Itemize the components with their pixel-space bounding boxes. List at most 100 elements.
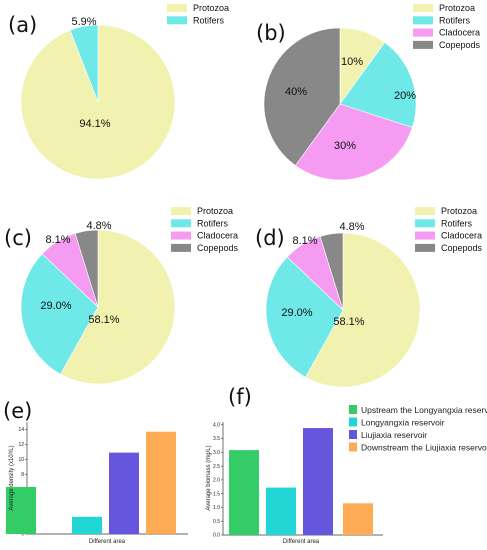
legend-label: Cladocera	[439, 28, 480, 38]
panel-label: (e)	[3, 399, 32, 423]
y-tick-label: 3.0	[213, 450, 220, 456]
pie-chart-2: (b) 10% 20% 30% 40% Protozoa Rotifers Cladocera…	[256, 3, 481, 181]
legend-label: Protozoa	[439, 3, 475, 13]
pie-slice-copepods	[74, 229, 99, 308]
legend-label: Protozoa	[441, 206, 477, 216]
slice-label: 30%	[334, 140, 356, 152]
pie-slice-protozoa	[20, 24, 176, 180]
legend-label: Rotifers	[197, 218, 229, 228]
legend-swatch	[415, 243, 435, 252]
legend-swatch	[171, 231, 191, 240]
y-tick-label: 0.0	[213, 533, 220, 539]
bar	[109, 452, 139, 534]
panel-label: (a)	[8, 13, 37, 37]
legend-swatch	[171, 219, 191, 228]
legend-swatch	[167, 4, 187, 12]
legend-swatch	[171, 207, 191, 215]
slice-label: 4.8%	[339, 221, 364, 233]
legend-label: Rotifers	[441, 218, 473, 228]
y-tick-label: 12	[18, 442, 24, 448]
slice-label: 20%	[394, 90, 416, 102]
legend-swatch	[413, 40, 433, 49]
pie-slice-copepods	[263, 27, 341, 166]
y-tick-label: 14	[18, 427, 24, 433]
slice-label: 5.9%	[71, 16, 96, 28]
y-tick-label: 2.0	[213, 478, 220, 484]
bar	[266, 487, 296, 535]
panel-label: (c)	[4, 226, 32, 250]
slice-label: 8.1%	[45, 234, 70, 246]
slice-label: 94.1%	[79, 118, 110, 130]
panel-label: (b)	[256, 21, 286, 45]
bar	[303, 428, 333, 535]
pie-slice-copepods	[319, 232, 344, 311]
legend-label: Protozoa	[197, 206, 233, 216]
y-tick-label: 1.0	[213, 505, 220, 511]
y-axis-title: Average density (x10³/L)	[9, 445, 15, 510]
pie-chart-1: (a) 94.1% 5.9% Protozoa Rotifers	[8, 3, 229, 180]
bar	[229, 450, 259, 535]
slice-label: 40%	[285, 86, 307, 98]
legend-label: Upstream the Longyangxia reservoir	[361, 405, 487, 415]
bar	[146, 431, 176, 534]
slice-label: 58.1%	[88, 314, 119, 326]
legend-swatch	[415, 219, 435, 228]
legend-swatch	[171, 243, 191, 252]
y-tick-label: 2.5	[213, 464, 220, 470]
slice-label: 8.1%	[292, 235, 317, 247]
slice-label: 29.0%	[281, 307, 312, 319]
pie-slice-rotifers	[69, 24, 99, 103]
pie-legend: Protozoa Rotifers Cladocera Copepods	[415, 206, 483, 253]
y-tick-label: 3.5	[213, 436, 220, 442]
bar-legend: Upstream the Longyangxia reservoir Longya…	[349, 405, 487, 453]
legend-swatch	[349, 442, 357, 452]
pie-legend: Protozoa Rotifers Cladocera Copepods	[413, 3, 481, 50]
legend-swatch	[349, 430, 357, 439]
y-tick-label: 1.5	[213, 491, 220, 497]
pie-slice-rotifers	[265, 256, 344, 378]
slice-label: 29.0%	[40, 300, 71, 312]
bar	[6, 486, 36, 534]
y-tick-label: 0.5	[213, 519, 220, 525]
legend-label: Protozoa	[193, 3, 229, 13]
legend-swatch	[167, 16, 187, 25]
legend-swatch	[415, 231, 435, 240]
y-tick-label: 0	[21, 532, 24, 538]
legend-swatch	[413, 4, 433, 12]
pie-legend: Protozoa Rotifers	[167, 3, 229, 25]
legend-swatch	[349, 405, 357, 414]
legend-label: Copepods	[197, 243, 239, 253]
legend-swatch	[415, 207, 435, 215]
legend-label: Copepods	[441, 243, 483, 253]
y-tick-label: 8	[21, 472, 24, 478]
legend-label: Cladocera	[197, 231, 238, 241]
bar-chart-2: (f) 0.0 0.5 1.0 1.5 2.0 2.5 3.0 3.5 4.0 Different …	[206, 385, 383, 545]
bar	[72, 516, 102, 534]
panel-label: (d)	[255, 226, 285, 250]
y-axis-title: Average biomass (mg/L)	[206, 445, 212, 510]
legend-label: Cladocera	[441, 231, 482, 241]
slice-label: 10%	[341, 56, 363, 68]
pie-slice-cladocera	[294, 103, 413, 181]
x-axis-title: Different area	[89, 539, 126, 545]
pie-chart-3: (c) 58.1% 29.0% 8.1% 4.8% Protozoa Rotifers Cla…	[4, 206, 239, 385]
pie-slice-protozoa	[60, 229, 176, 385]
legend-label: Downstream the Liujiaxia reservoir	[361, 443, 487, 453]
slice-label: 58.1%	[333, 316, 364, 328]
pie-legend: Protozoa Rotifers Cladocera Copepods	[171, 206, 239, 253]
legend-label: Rotifers	[439, 15, 471, 25]
legend-label: Rotifers	[193, 15, 225, 25]
bar	[343, 503, 373, 535]
y-tick-label: 4.0	[213, 422, 220, 428]
legend-label: Longyangxia reservoir	[361, 418, 445, 428]
legend-label: Copepods	[439, 40, 481, 50]
x-axis-title: Different area	[283, 539, 320, 545]
pie-chart-4: (d) 58.1% 29.0% 8.1% 4.8% Protozoa Rotifers Cla…	[255, 206, 483, 388]
legend-swatch	[413, 28, 433, 37]
legend-swatch	[349, 417, 357, 427]
y-tick-label: 10	[18, 457, 24, 463]
panel-label: (f)	[228, 385, 252, 409]
pie-slice-rotifers	[20, 253, 99, 375]
